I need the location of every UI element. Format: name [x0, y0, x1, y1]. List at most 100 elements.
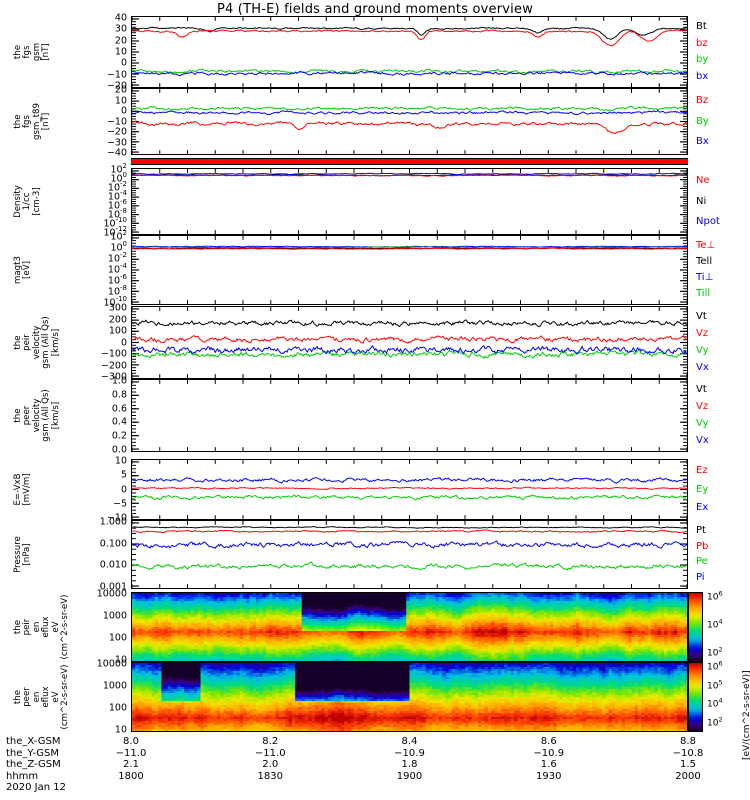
colorbar-tick-1-1: 105	[707, 678, 723, 692]
colorbar-tick-1-3: 102	[707, 715, 723, 729]
ytick-fgs-gsm-t89-1: 10	[114, 94, 127, 106]
ytick-peir-velocity-2: 100	[108, 325, 127, 337]
legend-fgs-gsm-t89-Bz[interactable]: Bz	[696, 95, 709, 107]
ytick-magt3-3: 10-4	[107, 262, 127, 276]
ytick-efield-0: 10	[114, 455, 127, 467]
state-mode-bar	[131, 158, 688, 165]
ytick-peir-en-eflux-3: 10	[114, 654, 127, 666]
ytick-fgs-gsm-0: 40	[114, 12, 127, 24]
ytick-density-3: 10-4	[107, 189, 127, 203]
legend-pressure-Pe[interactable]: Pe	[696, 556, 708, 568]
page-title: P4 (TH-E) fields and ground moments over…	[216, 2, 534, 17]
legend-magt3-Tell[interactable]: Tell	[696, 256, 713, 267]
xtick-column-3: 8.6 −10.9 1.6 1930	[533, 736, 565, 782]
ytick-peir-velocity-3: 0	[120, 336, 127, 348]
ytick-peer-en-eflux-2: 100	[108, 702, 127, 714]
legend-peer-velocity-Vz[interactable]: Vz	[696, 401, 709, 413]
ytick-fgs-gsm-t89-5: −30	[106, 136, 127, 148]
ytick-efield-4: −10	[106, 512, 127, 524]
ytick-fgs-gsm-t89-0: 20	[114, 84, 127, 96]
colorbar-tick-1-2: 104	[707, 696, 723, 710]
panel-fgs-gsm[interactable]	[131, 16, 688, 88]
ytick-peer-en-eflux-1: 1000	[102, 680, 127, 692]
xtick-column-0: 8.0 −11.0 2.1 1800	[115, 736, 147, 782]
panel-density[interactable]	[131, 168, 688, 235]
legend-fgs-gsm-bx[interactable]: bx	[696, 70, 709, 82]
ytick-fgs-gsm-t89-6: −40	[106, 147, 127, 159]
legend-pressure-Pt[interactable]: Pt	[696, 524, 706, 536]
ytick-pressure-2: 0.010	[99, 559, 127, 571]
legend-pressure-Pi[interactable]: Pi	[696, 572, 705, 584]
legend-fgs-gsm-Bt[interactable]: Bt	[696, 21, 707, 33]
ytick-peer-velocity-2: 0.6	[111, 402, 127, 414]
colorbar-tick-1-0: 106	[707, 659, 723, 673]
legend-efield-Ey[interactable]: Ey	[696, 483, 709, 495]
legend-peer-velocity-Vx[interactable]: Vx	[696, 434, 709, 446]
peer-colorbar	[688, 662, 703, 732]
ytick-peer-velocity-3: 0.4	[111, 416, 127, 428]
xaxis-row-labels: the_X-GSM the_Y-GSM the_Z-GSM hhmm 2020 …	[6, 736, 66, 794]
panel-magt3[interactable]	[131, 235, 688, 305]
panel-peer-velocity[interactable]	[131, 379, 688, 452]
xtick-column-1: 8.2 −11.0 2.0 1830	[254, 736, 286, 782]
ytick-density-0: 102	[110, 162, 127, 176]
legend-density-Npot[interactable]: Npot	[696, 215, 720, 227]
legend-fgs-gsm-t89-By[interactable]: By	[696, 115, 709, 127]
legend-density-Ni[interactable]: Ni	[696, 195, 707, 207]
legend-peir-velocity-Vt[interactable]: Vt	[696, 311, 707, 323]
ytick-magt3-4: 10-6	[107, 273, 127, 287]
legend-fgs-gsm-by[interactable]: by	[696, 54, 709, 66]
ytick-pressure-0: 1.000	[99, 516, 127, 528]
colorbar-tick-0-0: 106	[707, 589, 723, 603]
ytick-fgs-gsm-t89-4: −20	[106, 126, 127, 138]
legend-peir-velocity-Vy[interactable]: Vy	[696, 344, 709, 356]
panel-pressure[interactable]	[131, 520, 688, 589]
ytick-efield-1: 5	[120, 469, 127, 481]
ytick-fgs-gsm-1: 30	[114, 23, 127, 35]
ytick-fgs-gsm-4: 0	[120, 57, 127, 69]
ytick-density-2: 10-2	[107, 180, 127, 194]
legend-efield-Ex[interactable]: Ex	[696, 501, 709, 513]
ytick-fgs-gsm-2: 20	[114, 34, 127, 46]
ytick-peir-velocity-5: −200	[100, 359, 127, 371]
panel-fgs-gsm-t89[interactable]	[131, 88, 688, 155]
panel-peir-en-eflux[interactable]	[131, 592, 688, 662]
legend-peer-velocity-Vt[interactable]: Vt	[696, 384, 707, 396]
legend-peir-velocity-Vz[interactable]: Vz	[696, 328, 709, 340]
legend-magt3-Till[interactable]: Till	[696, 288, 711, 299]
legend-pressure-Pb[interactable]: Pb	[696, 540, 709, 552]
ytick-fgs-gsm-t89-2: 0	[120, 105, 127, 117]
ytick-peer-velocity-4: 0.2	[111, 430, 127, 442]
ytick-peir-velocity-1: 200	[108, 313, 127, 325]
ytick-magt3-0: 102	[110, 229, 127, 243]
panel-peer-en-eflux[interactable]	[131, 662, 688, 732]
legend-peer-velocity-Vy[interactable]: Vy	[696, 417, 709, 429]
legend-density-Ne[interactable]: Ne	[696, 175, 710, 187]
ytick-density-4: 10-6	[107, 198, 127, 212]
ytick-pressure-1: 0.100	[99, 537, 127, 549]
colorbar-title: [eV/(cm^2-s-sr-eV)]	[742, 670, 750, 760]
ytick-peir-en-eflux-0: 10000	[96, 588, 127, 600]
ytick-magt3-1: 100	[110, 240, 127, 254]
legend-peir-velocity-Vx[interactable]: Vx	[696, 361, 709, 373]
legend-magt3-Te[interactable]: Te⊥	[696, 240, 716, 251]
ytick-peir-en-eflux-2: 100	[108, 632, 127, 644]
ytick-fgs-gsm-3: 10	[114, 46, 127, 58]
legend-fgs-gsm-bz[interactable]: bz	[696, 37, 708, 49]
legend-magt3-Ti[interactable]: Ti⊥	[696, 272, 714, 283]
ytick-density-7: 10-12	[103, 225, 127, 239]
panel-efield[interactable]	[131, 459, 688, 520]
legend-efield-Ez[interactable]: Ez	[696, 465, 708, 477]
ytick-density-6: 10-10	[103, 216, 127, 230]
ytick-peer-velocity-0: 1.0	[111, 375, 127, 387]
panel-peir-velocity[interactable]	[131, 306, 688, 379]
ytick-efield-2: 0	[120, 483, 127, 495]
ytick-peir-velocity-4: −100	[100, 348, 127, 360]
legend-fgs-gsm-t89-Bx[interactable]: Bx	[696, 135, 709, 147]
ytick-magt3-2: 10-2	[107, 251, 127, 265]
xtick-column-4: 8.8 −10.8 1.5 2000	[672, 736, 704, 782]
ytick-peer-velocity-5: 0.0	[111, 444, 127, 456]
ytick-peir-velocity-0: 300	[108, 302, 127, 314]
ytick-magt3-5: 10-8	[107, 284, 127, 298]
